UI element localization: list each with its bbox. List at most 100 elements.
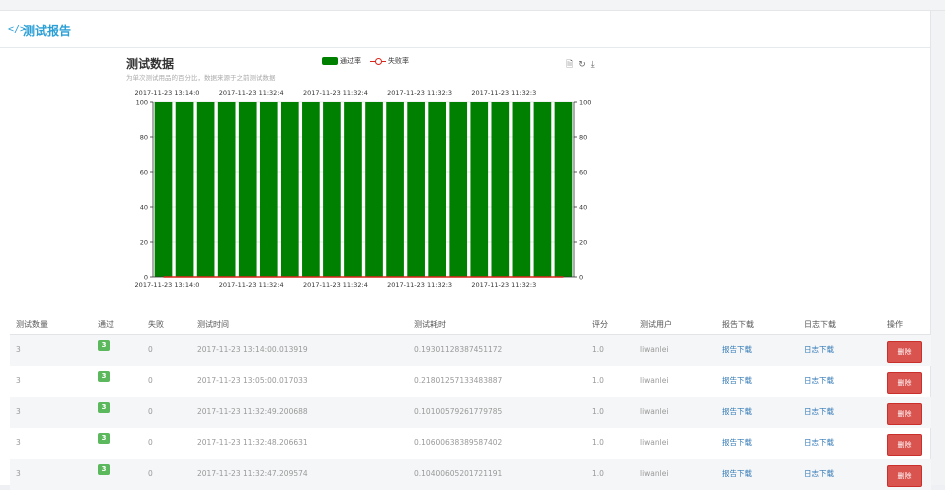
failed-count: 0 xyxy=(148,438,153,447)
test-time: 2017-11-23 11:32:49.200688 xyxy=(197,407,308,416)
chart-title: 测试数据 xyxy=(126,57,175,71)
table-row: 3 3 0 2017-11-23 11:32:47.209574 0.104006052… xyxy=(10,459,931,490)
table-row: 3 3 0 2017-11-23 13:14:00.013919 0.193011283… xyxy=(10,335,931,366)
report-download-link[interactable]: 报告下载 xyxy=(722,376,752,385)
failed-count: 0 xyxy=(148,407,153,416)
table-body: 3 3 0 2017-11-23 13:14:00.013919 0.193011283… xyxy=(10,335,931,490)
bar xyxy=(407,102,425,277)
x-tick-label: 2017-11-23 11:32:3 xyxy=(387,281,452,289)
y2-tick-label: 0 xyxy=(579,273,583,281)
column-header: 评分 xyxy=(592,320,608,329)
x-top-tick-label: 2017-11-23 13:14:0 xyxy=(135,89,200,97)
test-duration: 0.19301128387451172 xyxy=(414,345,503,354)
bar xyxy=(428,102,447,277)
bar xyxy=(259,102,278,277)
bar xyxy=(470,102,489,277)
test-user: liwanlei xyxy=(640,376,669,385)
score: 1.0 xyxy=(592,376,604,385)
x-top-tick-label: 2017-11-23 11:32:3 xyxy=(387,89,452,97)
save-image-icon[interactable]: ⤓ xyxy=(590,60,595,70)
column-header: 测试时间 xyxy=(197,320,229,329)
delete-button[interactable]: 删除 xyxy=(887,341,922,363)
test-user: liwanlei xyxy=(640,407,669,416)
report-table: 测试数量 通过 失败 测试时间 测试耗时 评分 测试用户 报告下载 日志下载 操作 3 3 0 2017… xyxy=(10,314,931,490)
failed-count: 0 xyxy=(148,376,153,385)
report-download-link[interactable]: 报告下载 xyxy=(722,438,752,447)
delete-button[interactable]: 删除 xyxy=(887,372,922,394)
y2-tick-label: 60 xyxy=(579,168,587,176)
bar xyxy=(386,102,404,277)
table-header: 测试数量 通过 失败 测试时间 测试耗时 评分 测试用户 报告下载 日志下载 操作 xyxy=(10,314,931,335)
passed-badge: 3 xyxy=(98,433,110,444)
test-count: 3 xyxy=(16,376,21,385)
bar xyxy=(280,102,299,277)
chart-grid xyxy=(153,101,574,278)
log-download-link[interactable]: 日志下载 xyxy=(804,345,834,354)
column-header: 日志下载 xyxy=(804,320,836,329)
score: 1.0 xyxy=(592,469,604,478)
delete-button[interactable]: 删除 xyxy=(887,403,922,425)
y2-tick-label: 80 xyxy=(579,133,587,141)
panel-header: </> 测试报告 xyxy=(0,11,931,48)
y2-tick-label: 40 xyxy=(579,203,587,211)
column-header: 通过 xyxy=(98,320,114,329)
report-download-link[interactable]: 报告下载 xyxy=(722,345,752,354)
delete-button[interactable]: 删除 xyxy=(887,434,922,456)
score: 1.0 xyxy=(592,407,604,416)
score: 1.0 xyxy=(592,345,604,354)
bar xyxy=(344,102,362,277)
log-download-link[interactable]: 日志下载 xyxy=(804,407,834,416)
column-header: 测试数量 xyxy=(16,320,48,329)
log-download-link[interactable]: 日志下载 xyxy=(804,438,834,447)
log-download-link[interactable]: 日志下载 xyxy=(804,376,834,385)
bar xyxy=(491,102,510,277)
table-row: 3 3 0 2017-11-23 11:32:49.200688 0.101005792… xyxy=(10,397,931,428)
legend-item-pass[interactable]: 通过率 xyxy=(322,56,361,66)
chart-toolbox: 🗎 ↻ ⤓ xyxy=(566,57,600,73)
column-header: 测试耗时 xyxy=(414,320,446,329)
legend-swatch-pass xyxy=(322,57,338,65)
failed-count: 0 xyxy=(148,345,153,354)
legend-swatch-fail xyxy=(370,57,386,65)
passed-badge: 3 xyxy=(98,340,110,351)
test-time: 2017-11-23 13:05:00.017033 xyxy=(197,376,308,385)
page-scrollbar[interactable] xyxy=(930,11,945,485)
report-download-link[interactable]: 报告下载 xyxy=(722,407,752,416)
y-tick-label: 60 xyxy=(140,168,148,176)
y-tick-label: 80 xyxy=(140,133,148,141)
bar xyxy=(196,102,215,277)
report-download-link[interactable]: 报告下载 xyxy=(722,469,752,478)
test-count: 3 xyxy=(16,345,21,354)
test-user: liwanlei xyxy=(640,438,669,447)
x-top-tick-label: 2017-11-23 11:32:4 xyxy=(219,89,284,97)
data-view-icon[interactable]: 🗎 xyxy=(566,60,574,70)
panel-title: 测试报告 xyxy=(23,24,72,38)
test-count: 3 xyxy=(16,469,21,478)
y2-tick-label: 20 xyxy=(579,238,587,246)
bar xyxy=(533,102,552,277)
restore-icon[interactable]: ↻ xyxy=(578,60,586,70)
test-duration: 0.10400605201721191 xyxy=(414,469,503,478)
test-count: 3 xyxy=(16,407,21,416)
bar xyxy=(365,102,383,277)
bar xyxy=(175,102,194,277)
test-duration: 0.10600638389587402 xyxy=(414,438,503,447)
table-row: 3 3 0 2017-11-23 11:32:48.206631 0.106006383… xyxy=(10,428,931,459)
test-duration: 0.10100579261779785 xyxy=(414,407,503,416)
legend-item-fail[interactable]: 失败率 xyxy=(370,56,409,66)
column-header: 报告下载 xyxy=(722,320,754,329)
x-tick-label: 2017-11-23 13:14:0 xyxy=(135,281,200,289)
delete-button[interactable]: 删除 xyxy=(887,465,922,487)
test-user: liwanlei xyxy=(640,345,669,354)
column-header: 测试用户 xyxy=(640,320,672,329)
bar xyxy=(449,102,468,277)
log-download-link[interactable]: 日志下载 xyxy=(804,469,834,478)
bar xyxy=(554,102,573,277)
score: 1.0 xyxy=(592,438,604,447)
top-strip xyxy=(0,0,945,11)
y-tick-label: 20 xyxy=(140,238,148,246)
passed-badge: 3 xyxy=(98,402,110,413)
test-time: 2017-11-23 11:32:48.206631 xyxy=(197,438,308,447)
